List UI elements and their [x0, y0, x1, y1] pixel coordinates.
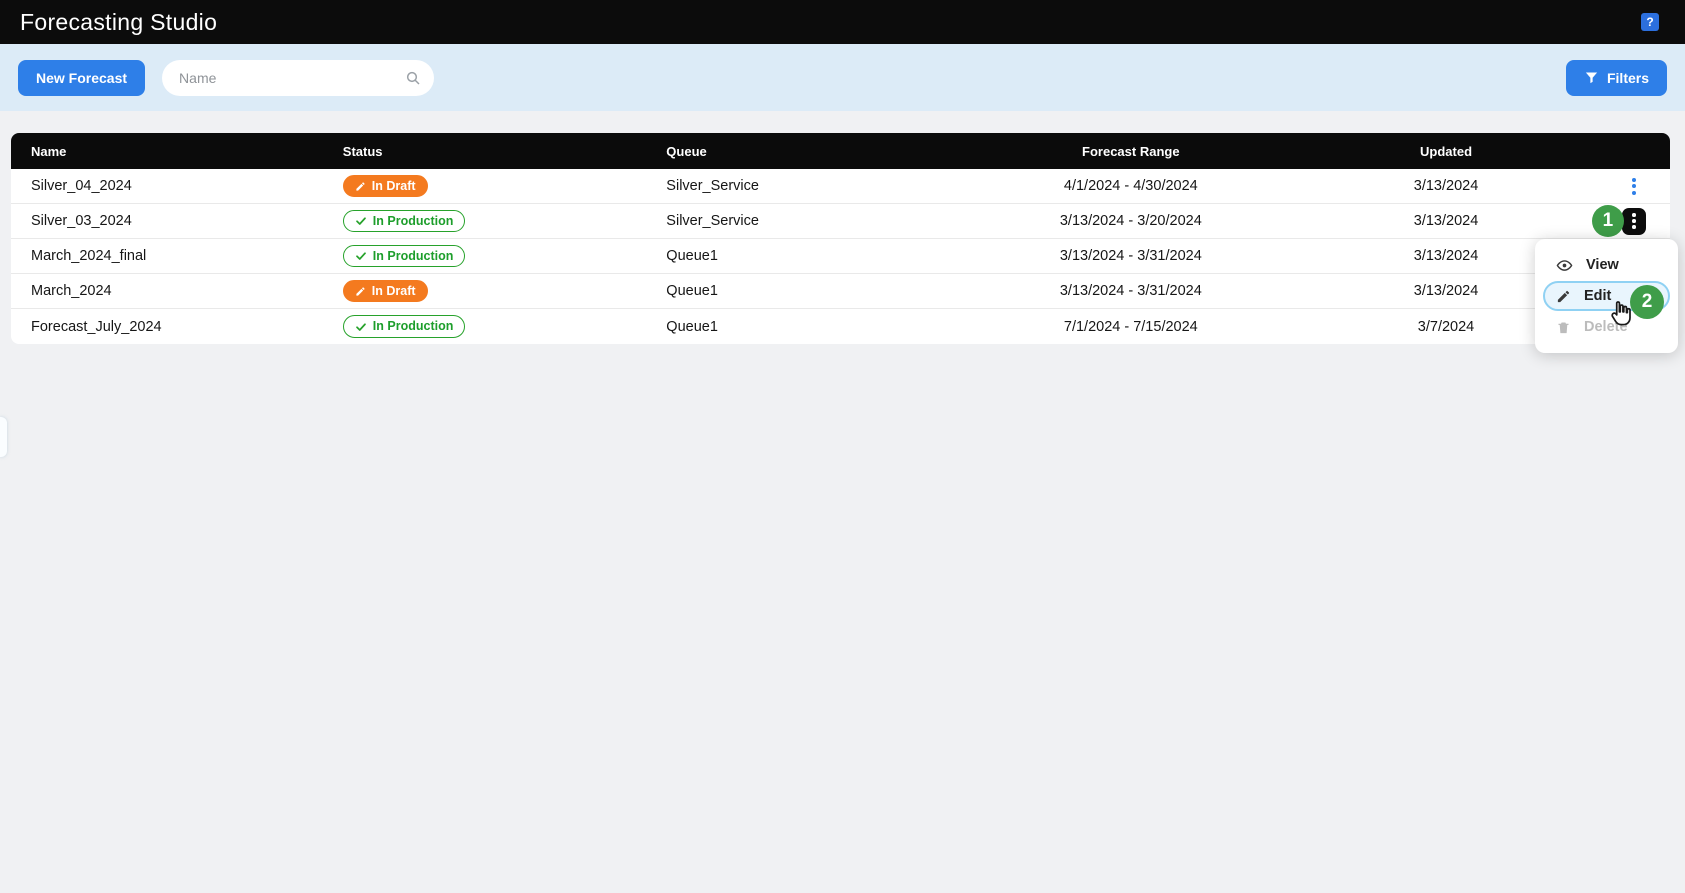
- eye-icon: [1556, 257, 1573, 274]
- pencil-icon: [355, 181, 366, 192]
- check-icon: [355, 321, 367, 333]
- cell-updated: 3/7/2024: [1322, 319, 1571, 335]
- status-badge: In Production: [343, 315, 466, 338]
- cell-queue: Silver_Service: [666, 213, 940, 229]
- check-icon: [355, 215, 367, 227]
- app-window: Forecasting Studio ? New Forecast Filter…: [0, 0, 1685, 893]
- cell-name: Silver_03_2024: [11, 213, 343, 229]
- table-header-row: Name Status Queue Forecast Range Updated: [11, 133, 1670, 169]
- status-badge: In Draft: [343, 280, 428, 303]
- filters-button-label: Filters: [1607, 70, 1649, 86]
- forecasts-table: Name Status Queue Forecast Range Updated…: [11, 133, 1670, 344]
- row-actions-kebab-icon-active[interactable]: [1622, 208, 1646, 235]
- cell-forecast-range: 3/13/2024 - 3/31/2024: [940, 248, 1322, 264]
- cell-name: March_2024: [11, 283, 343, 299]
- search-input[interactable]: [162, 60, 434, 96]
- column-header-updated: Updated: [1322, 144, 1571, 159]
- cell-name: Forecast_July_2024: [11, 319, 343, 335]
- cell-name: March_2024_final: [11, 248, 343, 264]
- status-badge-label: In Draft: [372, 285, 416, 298]
- cell-forecast-range: 4/1/2024 - 4/30/2024: [940, 178, 1322, 194]
- status-badge: In Production: [343, 210, 466, 233]
- left-edge-tab: [0, 417, 7, 457]
- menu-item-view[interactable]: View: [1543, 250, 1670, 280]
- cell-updated: 3/13/2024: [1322, 248, 1571, 264]
- table-row: March_2024_final In Production Queue1 3/…: [11, 239, 1670, 274]
- status-badge-label: In Production: [373, 250, 454, 263]
- status-badge-label: In Draft: [372, 180, 416, 193]
- column-header-queue: Queue: [666, 144, 940, 159]
- table-row: March_2024 In Draft Queue1 3/13/2024 - 3…: [11, 274, 1670, 309]
- top-bar: Forecasting Studio ?: [0, 0, 1685, 44]
- cell-forecast-range: 3/13/2024 - 3/20/2024: [940, 213, 1322, 229]
- status-badge: In Draft: [343, 175, 428, 198]
- table-row: Forecast_July_2024 In Production Queue1 …: [11, 309, 1670, 344]
- help-icon[interactable]: ?: [1641, 13, 1659, 31]
- annotation-badge-1: 1: [1592, 205, 1624, 237]
- content-area: Name Status Queue Forecast Range Updated…: [0, 111, 1685, 344]
- pencil-icon: [355, 286, 366, 297]
- menu-item-label: View: [1586, 257, 1619, 273]
- column-header-status: Status: [343, 144, 667, 159]
- menu-item-label: Edit: [1584, 288, 1611, 304]
- cell-queue: Queue1: [666, 283, 940, 299]
- status-badge-label: In Production: [373, 215, 454, 228]
- search-icon: [405, 70, 421, 86]
- filters-button[interactable]: Filters: [1566, 60, 1667, 96]
- cell-updated: 3/13/2024: [1322, 178, 1571, 194]
- cell-forecast-range: 3/13/2024 - 3/31/2024: [940, 283, 1322, 299]
- column-header-forecast-range: Forecast Range: [940, 144, 1322, 159]
- page-title: Forecasting Studio: [20, 9, 217, 36]
- pencil-icon: [1556, 289, 1571, 304]
- cell-updated: 3/13/2024: [1322, 283, 1571, 299]
- cell-forecast-range: 7/1/2024 - 7/15/2024: [940, 319, 1322, 335]
- check-icon: [355, 250, 367, 262]
- table-row: Silver_04_2024 In Draft Silver_Service 4…: [11, 169, 1670, 204]
- row-actions-kebab-icon[interactable]: [1622, 178, 1646, 195]
- annotation-badge-2: 2: [1630, 285, 1664, 319]
- cell-updated: 3/13/2024: [1322, 213, 1571, 229]
- filter-funnel-icon: [1584, 70, 1599, 85]
- cell-queue: Queue1: [666, 248, 940, 264]
- table-row: Silver_03_2024 In Production Silver_Serv…: [11, 204, 1670, 239]
- cell-queue: Queue1: [666, 319, 940, 335]
- search-box: [162, 60, 434, 96]
- status-badge: In Production: [343, 245, 466, 268]
- toolbar: New Forecast Filters: [0, 44, 1685, 111]
- column-header-name: Name: [11, 144, 343, 159]
- cell-queue: Silver_Service: [666, 178, 940, 194]
- menu-item-label: Delete: [1584, 319, 1628, 335]
- trash-icon: [1556, 320, 1571, 335]
- new-forecast-button[interactable]: New Forecast: [18, 60, 145, 96]
- status-badge-label: In Production: [373, 320, 454, 333]
- cell-name: Silver_04_2024: [11, 178, 343, 194]
